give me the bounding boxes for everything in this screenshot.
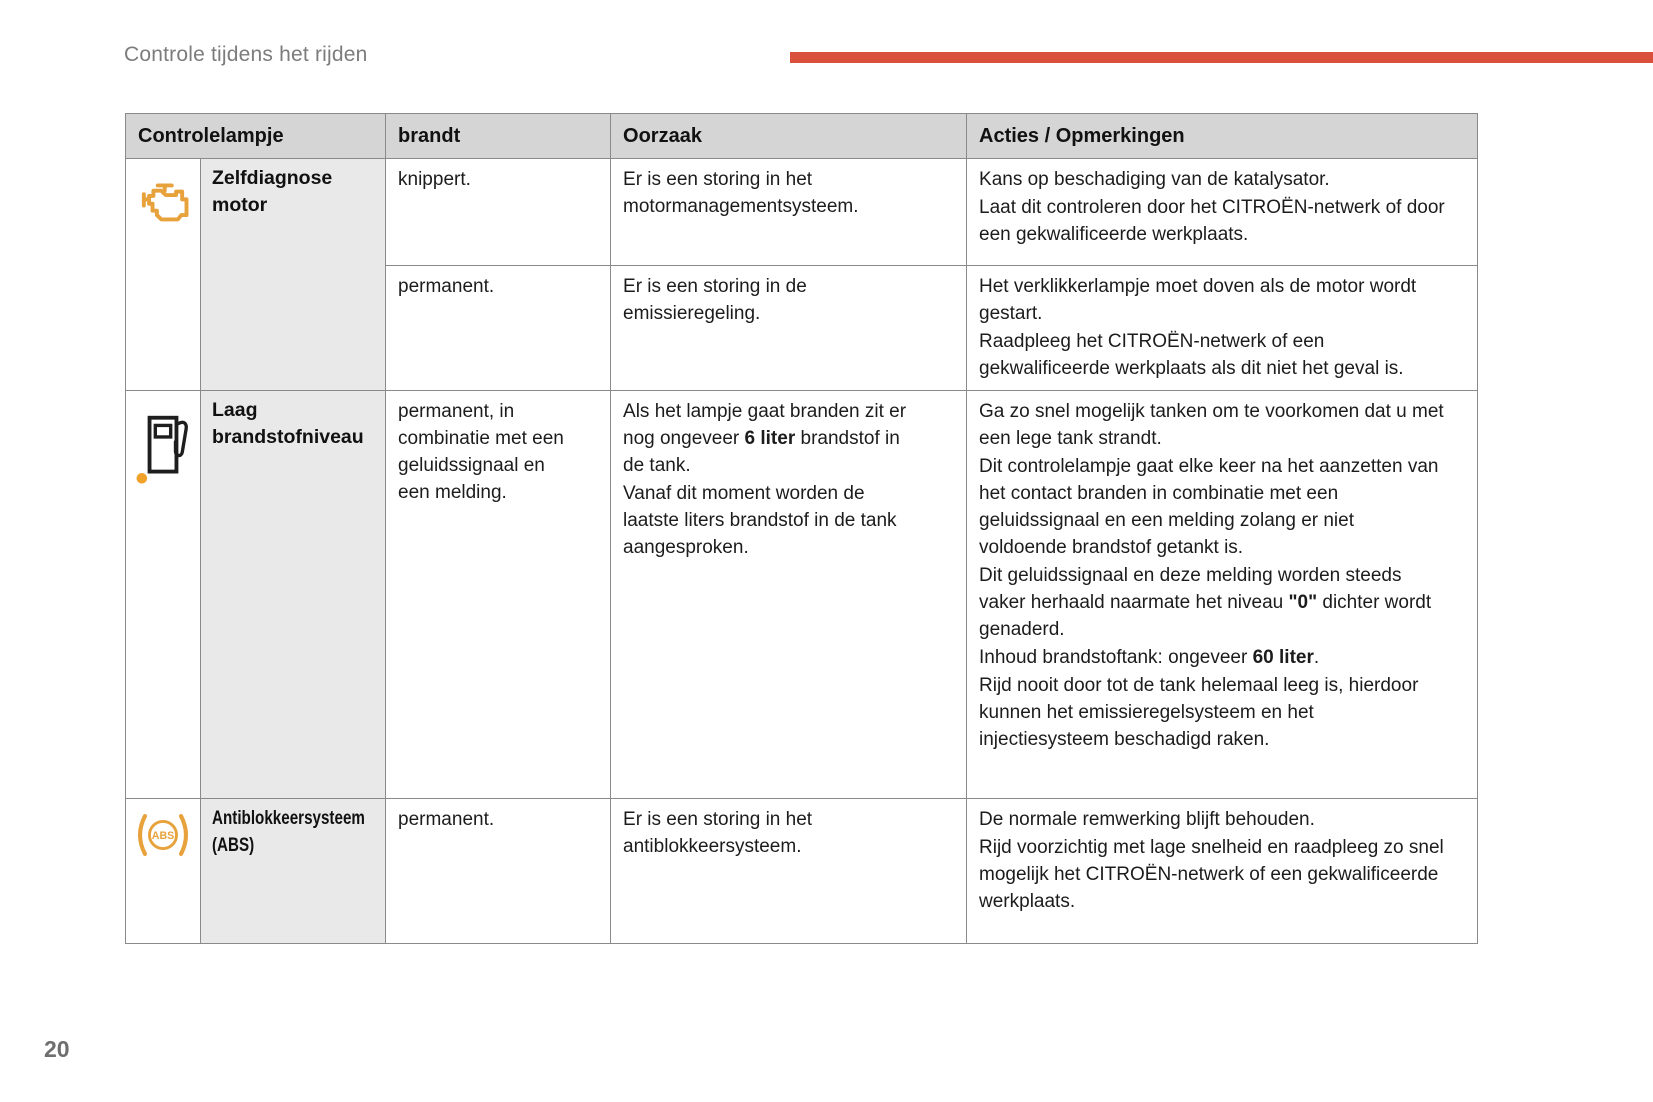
abs-icon-cell: ABS xyxy=(125,798,201,944)
label-laag-brandstofniveau: Laag brandstofniveau xyxy=(199,390,387,799)
engine-warning-icon xyxy=(141,183,189,222)
abs-warning-icon: ABS xyxy=(137,814,189,856)
table-header-row: Controlelampje brandt Oorzaak Acties / O… xyxy=(124,113,1479,159)
oorzaak-antiblokkeersysteem: Er is een storing in het antiblokkeersys… xyxy=(610,798,968,944)
header-oorzaak: Oorzaak xyxy=(610,113,968,159)
accent-bar xyxy=(790,52,1653,63)
engine-icon-cell xyxy=(125,158,201,391)
acties-tanken: Ga zo snel mogelijk tanken om te voorkom… xyxy=(966,390,1479,799)
oorzaak-motormanagement: Er is een storing in het motormanagement… xyxy=(610,158,968,266)
header-controlelampje: Controlelampje xyxy=(124,113,387,159)
row-abs: ABS Antiblokkeersysteem (ABS) permanent.… xyxy=(125,798,1479,944)
brandt-knippert: knippert. xyxy=(385,158,612,266)
abs-icon-label: ABS xyxy=(152,830,175,842)
oorzaak-emissieregeling: Er is een storing in de emissieregeling. xyxy=(610,265,968,391)
row-engine-permanent: permanent. Er is een storing in de emiss… xyxy=(126,265,1479,391)
page-title: Controle tijdens het rijden xyxy=(124,43,368,66)
oorzaak-6-liter: Als het lampje gaat branden zit er nog o… xyxy=(610,390,968,799)
label-antiblokkeersysteem: Antiblokkeersysteem (ABS) xyxy=(199,798,387,944)
acties-katalysator: Kans op beschadiging van de katalysator.… xyxy=(966,158,1479,266)
page-number: 20 xyxy=(44,1036,70,1062)
label-antiblokkeersysteem-text: Antiblokkeersysteem (ABS) xyxy=(212,808,365,856)
header-acties: Acties / Opmerkingen xyxy=(966,113,1479,159)
brandt-permanent-2: permanent. xyxy=(385,798,612,944)
warning-lights-table: Controlelampje brandt Oorzaak Acties / O… xyxy=(124,113,1479,944)
fuel-dot xyxy=(136,473,148,484)
row-engine-knippert: Zelfdiagnose motor knippert. Er is een s… xyxy=(125,158,1479,391)
fuel-icon-cell xyxy=(125,390,201,799)
header-brandt: brandt xyxy=(385,113,612,159)
low-fuel-icon xyxy=(136,415,188,484)
row-laag-brandstofniveau: Laag brandstofniveau permanent, in combi… xyxy=(125,390,1479,799)
acties-verklikkerlampje: Het verklikkerlampje moet doven als de m… xyxy=(966,265,1479,391)
brandt-permanent-1: permanent. xyxy=(385,265,612,391)
brandt-permanent-geluidssignaal: permanent, in combinatie met een geluids… xyxy=(385,390,612,799)
acties-remwerking: De normale remwerking blijft behouden. Ri… xyxy=(966,798,1479,944)
label-zelfdiagnose-motor: Zelfdiagnose motor xyxy=(199,158,387,391)
